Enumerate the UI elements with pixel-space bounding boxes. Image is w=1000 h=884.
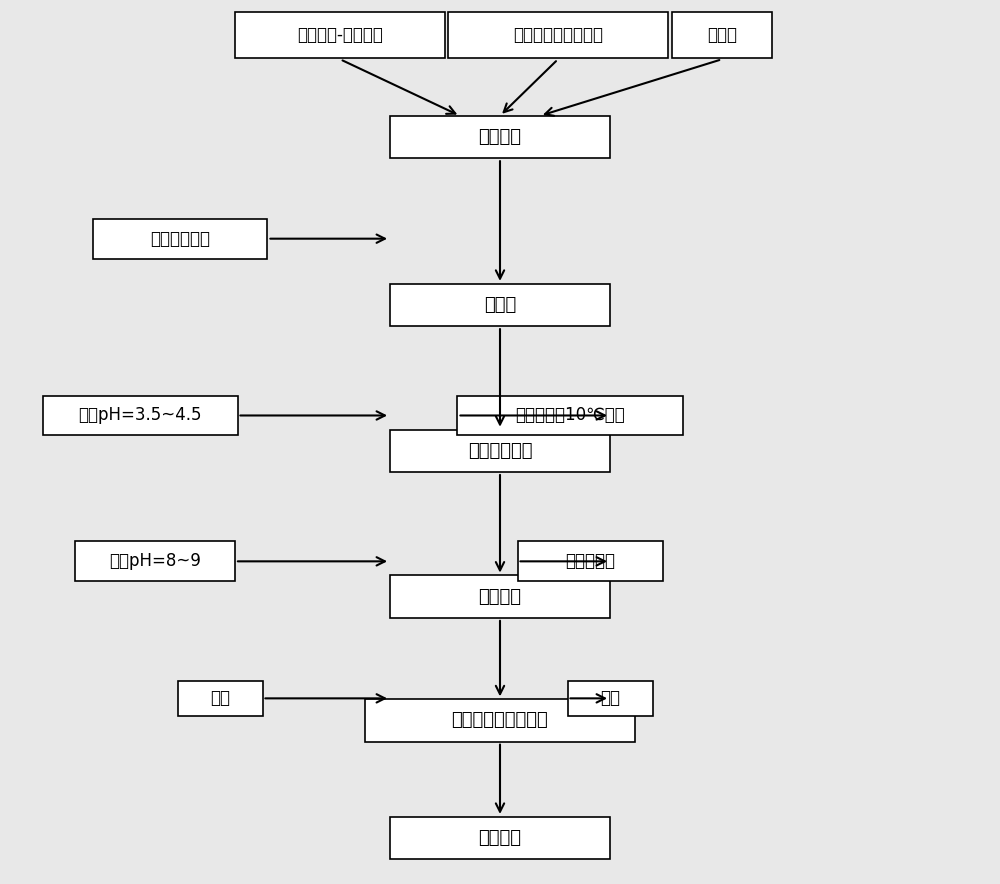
FancyBboxPatch shape (178, 681, 262, 716)
Text: 黑白双色电泳微胶囊: 黑白双色电泳微胶囊 (452, 712, 548, 729)
FancyBboxPatch shape (43, 395, 238, 435)
FancyBboxPatch shape (390, 284, 610, 326)
Text: 洗涤: 洗涤 (210, 690, 230, 707)
Text: 混合乳液: 混合乳液 (479, 128, 522, 146)
FancyBboxPatch shape (75, 541, 235, 582)
FancyBboxPatch shape (518, 541, 662, 582)
Text: 黑白双色电泳分散液: 黑白双色电泳分散液 (513, 27, 603, 44)
Text: 性能评价: 性能评价 (479, 829, 522, 847)
Text: 固化反应: 固化反应 (479, 588, 522, 606)
FancyBboxPatch shape (457, 395, 682, 435)
Text: 阿拉伯胶溶液: 阿拉伯胶溶液 (150, 230, 210, 248)
Text: 过筛: 过筛 (600, 690, 620, 707)
FancyBboxPatch shape (365, 699, 635, 742)
Text: 乳化液: 乳化液 (484, 296, 516, 314)
FancyBboxPatch shape (568, 681, 652, 716)
FancyBboxPatch shape (448, 12, 668, 58)
FancyBboxPatch shape (390, 575, 610, 618)
FancyBboxPatch shape (92, 218, 267, 258)
Text: 复合凝聚反应: 复合凝聚反应 (468, 442, 532, 460)
Text: 调节pH=3.5~4.5: 调节pH=3.5~4.5 (78, 407, 202, 424)
FancyBboxPatch shape (390, 430, 610, 472)
Text: 羧基丁腈-明胶溶液: 羧基丁腈-明胶溶液 (297, 27, 383, 44)
Text: 调节pH=8~9: 调节pH=8~9 (109, 552, 201, 570)
FancyBboxPatch shape (235, 12, 445, 58)
Text: 滴加固化剂: 滴加固化剂 (565, 552, 615, 570)
FancyBboxPatch shape (672, 12, 772, 58)
Text: 乳化剂: 乳化剂 (707, 27, 737, 44)
Text: 冰浴降温到10℃以下: 冰浴降温到10℃以下 (515, 407, 625, 424)
FancyBboxPatch shape (390, 116, 610, 158)
FancyBboxPatch shape (390, 817, 610, 859)
